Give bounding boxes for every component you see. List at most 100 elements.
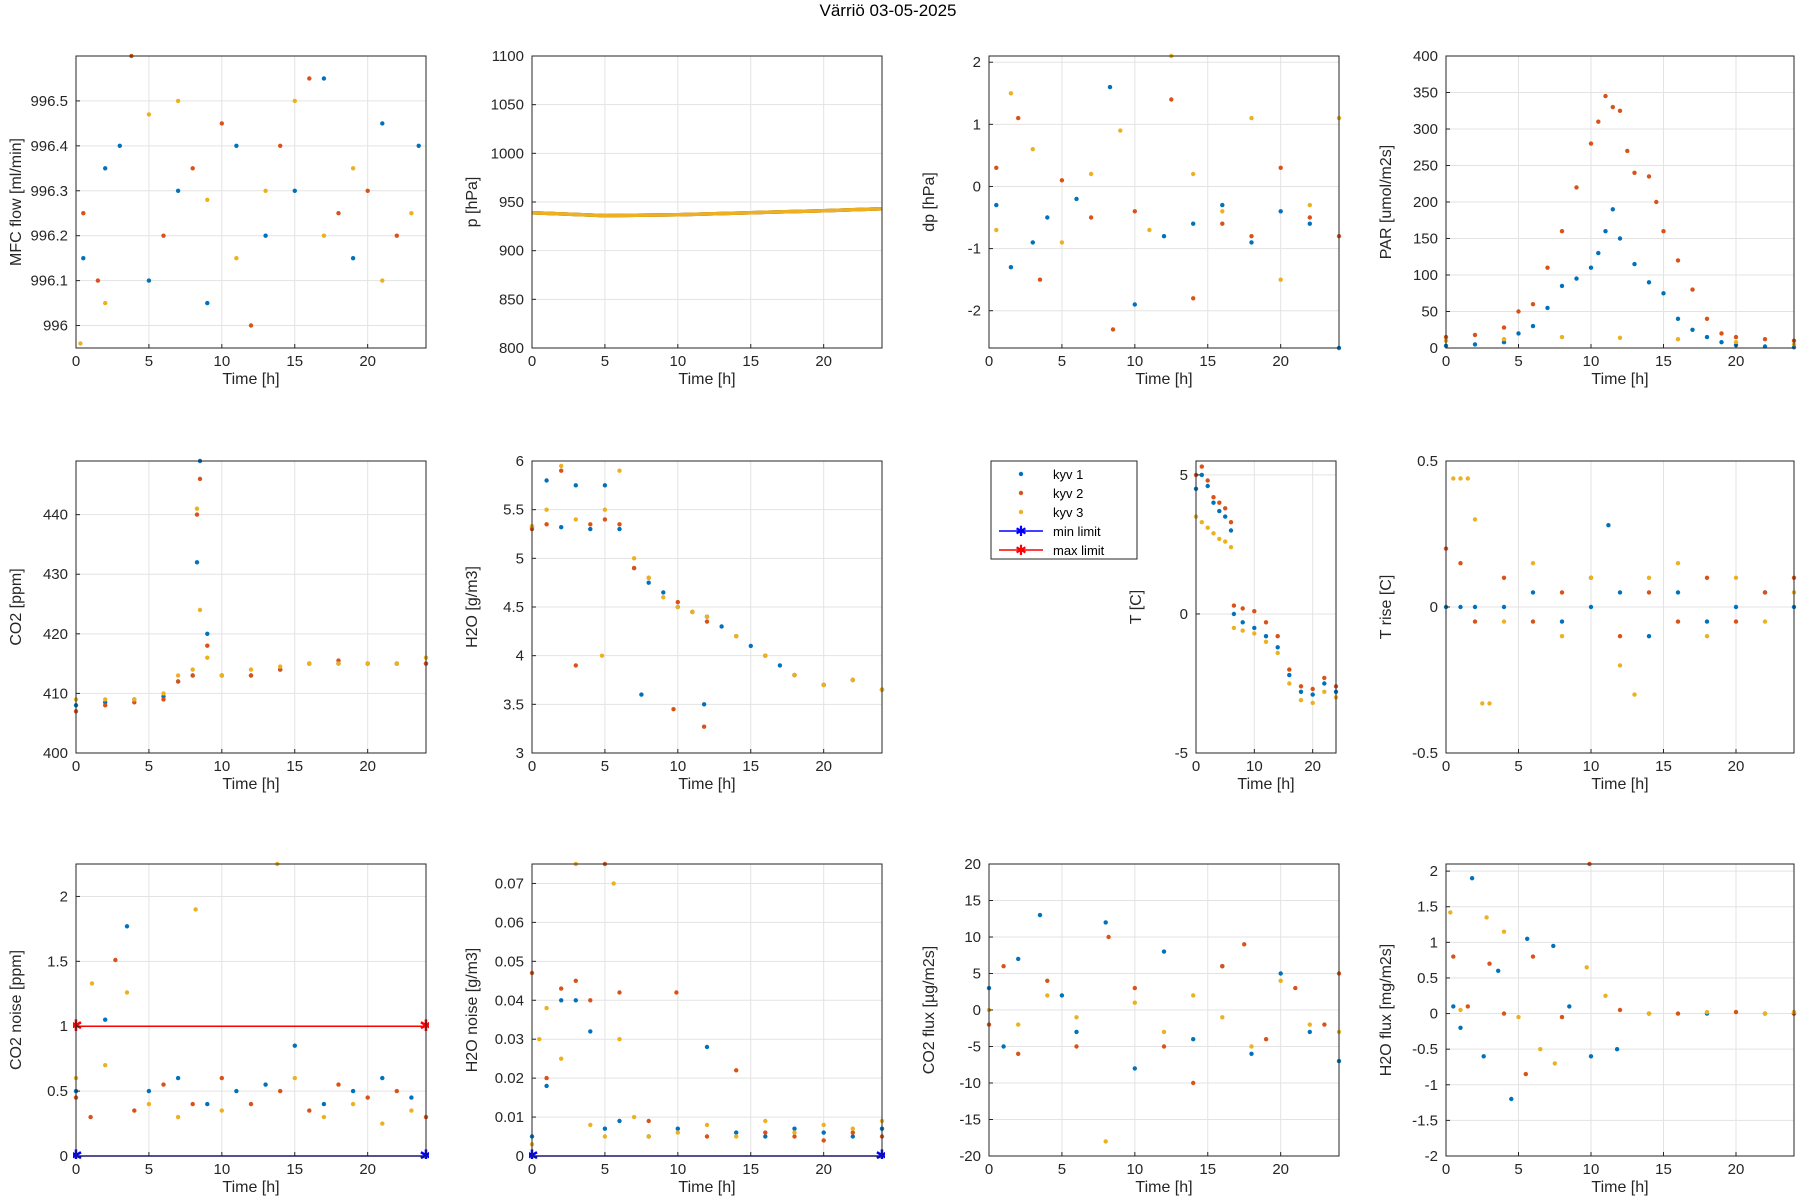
- point-kyv1: [146, 278, 152, 283]
- point-kyv3: [559, 463, 564, 469]
- point-kyv2: [1132, 209, 1138, 214]
- marks: [994, 53, 1342, 351]
- y-tick-label: -10: [959, 1075, 981, 1092]
- y-tick-label: 950: [499, 194, 524, 211]
- y-tick-label: -0.5: [1412, 1041, 1438, 1058]
- y-tick-label: 0.06: [495, 914, 524, 931]
- point-kyv1: [1307, 221, 1313, 226]
- point-kyv3: [1617, 335, 1623, 340]
- plot-area: [76, 56, 426, 348]
- point-kyv1: [1704, 619, 1710, 624]
- point-kyv1: [1275, 645, 1280, 650]
- y-tick-label: 5: [973, 966, 981, 983]
- point-kyv2: [1559, 1014, 1565, 1020]
- point-kyv3: [602, 1134, 608, 1139]
- x-axis-label: Time [h]: [1135, 371, 1192, 388]
- point-kyv2: [1016, 115, 1021, 121]
- point-kyv3: [124, 990, 130, 995]
- point-kyv2: [1220, 221, 1225, 226]
- point-kyv1: [675, 1126, 680, 1131]
- point-kyv2: [1110, 327, 1116, 332]
- point-kyv3: [704, 614, 710, 619]
- point-kyv2: [161, 233, 166, 238]
- point-kyv1: [175, 188, 181, 193]
- point-kyv3: [190, 667, 195, 672]
- point-kyv1: [1469, 876, 1475, 881]
- x-tick-label: 20: [1272, 1161, 1289, 1178]
- y-tick-label: 2: [973, 54, 981, 71]
- point-kyv2: [1661, 229, 1666, 234]
- x-tick-label: 10: [213, 758, 230, 775]
- point-kyv3: [704, 1122, 710, 1128]
- point-kyv2: [1211, 495, 1216, 500]
- point-kyv2: [95, 278, 101, 283]
- legend-item: ✱ min limit: [999, 524, 1101, 540]
- x-axis-label: Time [h]: [1591, 371, 1648, 388]
- point-kyv3: [792, 672, 797, 678]
- legend-label: max limit: [1053, 543, 1105, 558]
- point-kyv3: [675, 604, 680, 610]
- point-kyv2: [1501, 575, 1507, 580]
- point-kyv2: [1287, 667, 1292, 672]
- x-tick-label: 10: [1126, 1161, 1143, 1178]
- point-kyv3: [1103, 1139, 1108, 1144]
- point-kyv3: [1191, 993, 1196, 998]
- x-tick-label: 10: [213, 353, 230, 370]
- subplot-1: 0 5 10 15 20 996 996.1 996.2 996.3 996.4 996.5 Time…: [8, 53, 427, 388]
- plot-area: [989, 56, 1339, 348]
- point-kyv1: [1516, 331, 1521, 336]
- point-kyv3: [1008, 91, 1014, 96]
- y-tick-label: 900: [499, 243, 524, 260]
- point-kyv1: [194, 560, 200, 565]
- point-kyv2: [559, 986, 564, 991]
- y-tick-label: 1100: [492, 48, 524, 65]
- point-kyv3: [248, 667, 254, 672]
- point-kyv1: [1008, 265, 1014, 270]
- point-kyv1: [350, 256, 356, 261]
- point-kyv3: [646, 575, 651, 580]
- y-tick-label: 0.5: [47, 1083, 68, 1100]
- y-tick-label: 5: [516, 550, 524, 567]
- y-tick-label: 350: [1413, 85, 1438, 102]
- point-kyv1: [1240, 620, 1245, 625]
- point-kyv3: [132, 697, 137, 702]
- plot-area: [76, 461, 426, 753]
- point-kyv1: [1211, 500, 1216, 505]
- point-kyv3: [219, 1108, 224, 1113]
- y-axis-label: H2O flux [mg/m2s]: [1378, 944, 1395, 1076]
- point-kyv1: [994, 202, 999, 208]
- point-kyv1: [103, 1017, 108, 1022]
- point-kyv3: [1252, 631, 1257, 636]
- point-kyv3: [292, 1075, 297, 1081]
- point-kyv2: [1617, 108, 1623, 114]
- point-kyv3: [1516, 1014, 1521, 1020]
- point-kyv1: [103, 166, 108, 171]
- point-kyv1: [1249, 240, 1254, 245]
- point-kyv3: [1211, 531, 1216, 536]
- point-kyv2: [1675, 1011, 1681, 1016]
- x-tick-label: 10: [669, 1161, 686, 1178]
- x-tick-label: 20: [1304, 758, 1321, 775]
- point-kyv2: [1322, 675, 1327, 681]
- point-kyv3: [1501, 619, 1507, 624]
- point-kyv2: [1169, 97, 1174, 102]
- point-kyv3: [1132, 1000, 1138, 1005]
- point-kyv3: [734, 634, 739, 639]
- x-tick-label: 0: [1442, 353, 1450, 370]
- point-kyv1: [1614, 1047, 1620, 1052]
- point-kyv3: [175, 673, 181, 678]
- point-kyv2: [1228, 520, 1234, 525]
- point-kyv3: [1310, 700, 1315, 706]
- x-tick-label: 0: [72, 758, 80, 775]
- point-kyv1: [639, 692, 644, 697]
- point-kyv1: [1719, 340, 1724, 345]
- y-axis-label: CO2 noise [ppm]: [8, 950, 25, 1070]
- point-kyv3: [1307, 202, 1313, 208]
- plot-area: [76, 864, 426, 1156]
- point-kyv2: [248, 1101, 254, 1107]
- point-kyv3: [792, 1130, 797, 1135]
- point-kyv1: [777, 663, 783, 668]
- point-kyv2: [1191, 1080, 1196, 1086]
- point-kyv1: [380, 121, 385, 126]
- x-tick-label: 0: [528, 758, 536, 775]
